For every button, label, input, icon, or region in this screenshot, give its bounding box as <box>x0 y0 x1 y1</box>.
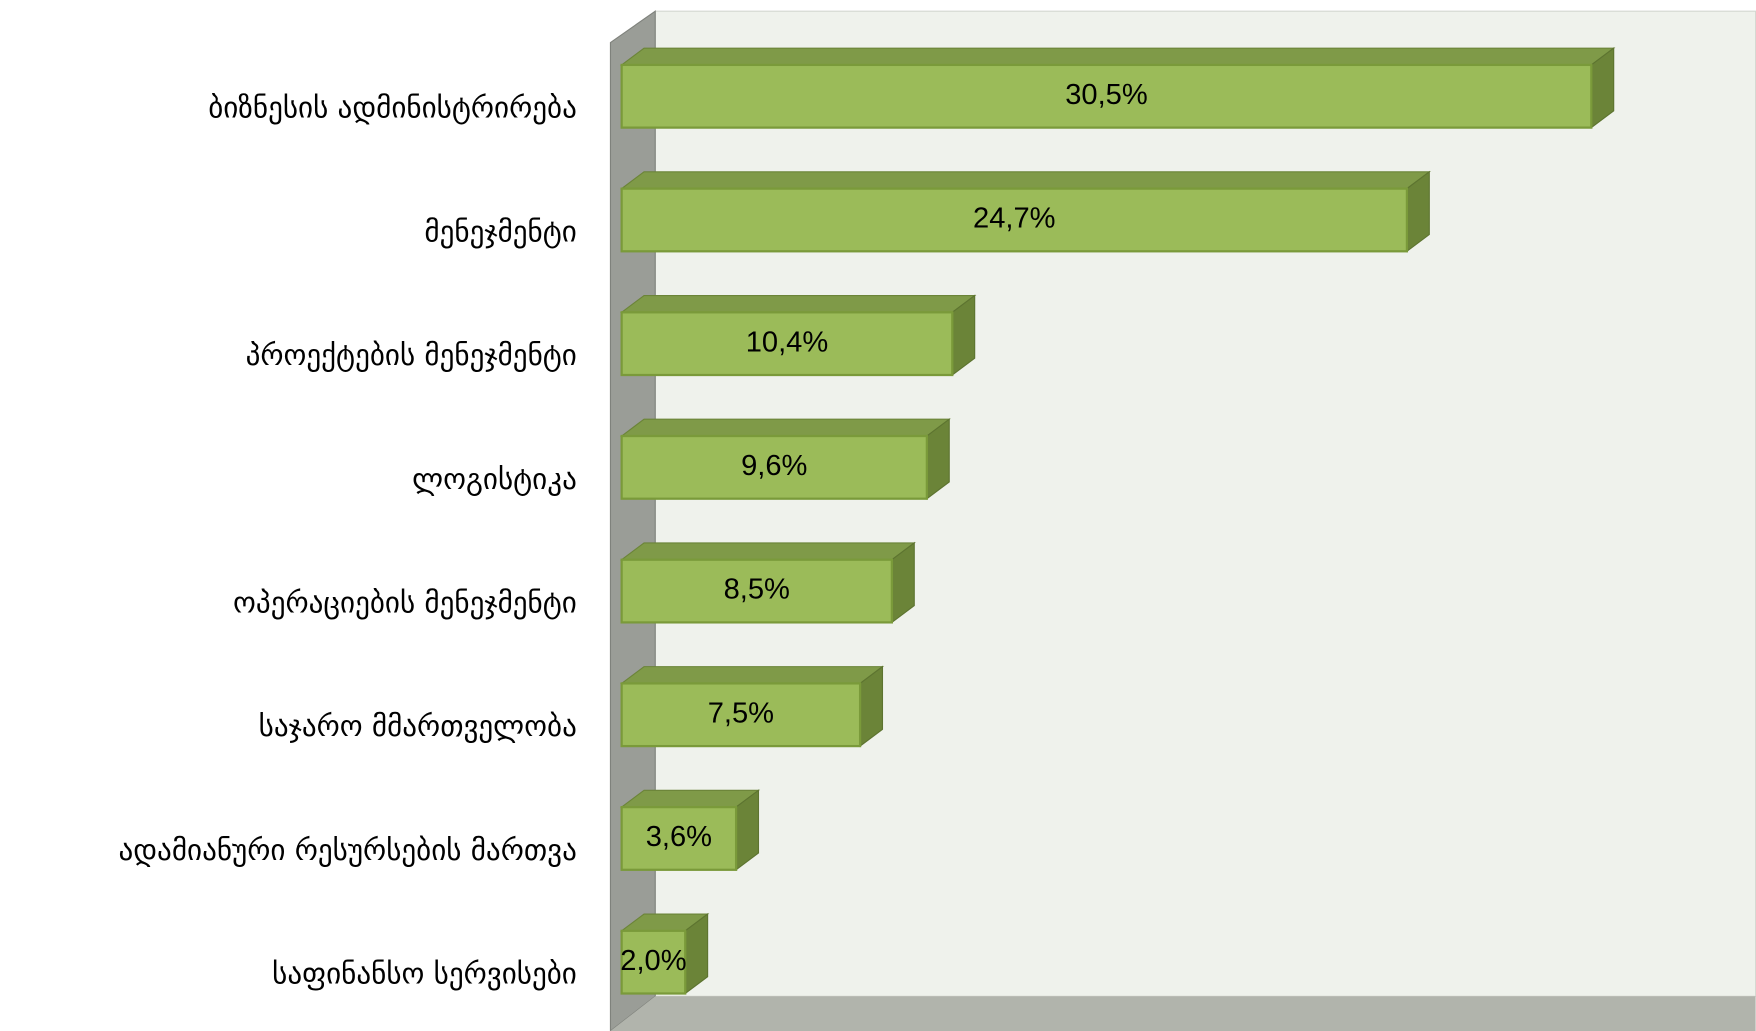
back-wall <box>654 10 1756 997</box>
value-label: 8,5% <box>724 574 790 606</box>
category-label: პროექტების მენეჯმენტი <box>246 338 577 372</box>
category-label: საფინანსო სერვისები <box>272 957 577 991</box>
category-label: მენეჯმენტი <box>424 214 576 248</box>
category-label: ლოგისტიკა <box>412 462 577 496</box>
bar <box>620 311 954 377</box>
side-wall <box>609 10 656 1031</box>
bar <box>620 434 928 500</box>
category-label: საჯარო მმართველობა <box>259 709 577 743</box>
value-label: 7,5% <box>708 697 774 729</box>
bar <box>620 558 894 624</box>
bar-top <box>619 171 1431 190</box>
value-label: 9,6% <box>741 450 807 482</box>
bar-top <box>619 666 885 684</box>
category-label: ადამიანური რესურსების მართვა <box>118 833 576 867</box>
value-label: 3,6% <box>646 821 712 853</box>
category-label: ოპერაციების მენეჯმენტი <box>233 585 577 619</box>
category-label: ბიზნესის ადმინისტრირება <box>208 91 577 125</box>
bar-top <box>619 789 761 808</box>
value-label: 2,0% <box>620 945 686 977</box>
bar <box>620 682 862 748</box>
bar-top <box>619 294 977 313</box>
value-label: 24,7% <box>973 203 1056 235</box>
bar-top <box>619 542 916 561</box>
floor <box>610 996 1756 1031</box>
bar <box>620 187 1409 253</box>
bar-top <box>619 418 951 437</box>
value-label: 30,5% <box>1065 79 1148 111</box>
value-label: 10,4% <box>746 326 829 358</box>
bar-top <box>619 47 1616 66</box>
bar <box>620 805 738 871</box>
bar <box>620 929 687 995</box>
bar <box>620 63 1593 129</box>
